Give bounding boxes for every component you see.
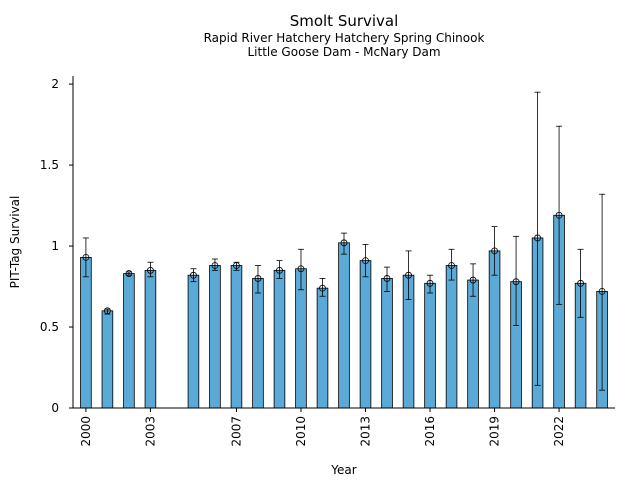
x-tick-label: 2010 xyxy=(294,416,308,447)
y-tick-label: 2 xyxy=(51,77,59,91)
y-tick-label: 0.5 xyxy=(40,320,59,334)
point-marker-2011 xyxy=(319,284,326,292)
point-marker-2007 xyxy=(233,262,240,269)
x-tick-label: 2016 xyxy=(423,416,437,447)
point-marker-2009 xyxy=(276,266,283,274)
point-marker-2022 xyxy=(555,211,563,219)
x-tick-label: 2022 xyxy=(552,416,566,447)
bar-2000 xyxy=(80,256,92,409)
y-axis-title: PIT-Tag Survival xyxy=(8,196,22,289)
bar-2013 xyxy=(359,260,372,409)
point-marker-2003 xyxy=(147,266,154,274)
point-marker-2021 xyxy=(534,234,541,242)
bar-2012 xyxy=(338,242,350,409)
point-marker-2019 xyxy=(491,247,498,255)
bar-2008 xyxy=(252,278,264,409)
bar-2003 xyxy=(144,269,157,409)
point-marker-2008 xyxy=(254,275,262,282)
point-marker-2014 xyxy=(383,275,391,282)
chart-subtitle-location: Little Goose Dam - McNary Dam xyxy=(247,45,441,59)
point-marker-2001 xyxy=(104,307,111,315)
x-tick-label: 2000 xyxy=(79,416,93,447)
bar-2005 xyxy=(187,274,200,409)
point-marker-2005 xyxy=(190,271,197,279)
bar-2014 xyxy=(381,278,393,409)
bar-2011 xyxy=(316,287,329,409)
bar-2006 xyxy=(209,265,221,409)
y-tick-label: 0 xyxy=(51,401,59,415)
chart-title: Smolt Survival xyxy=(289,12,399,30)
point-marker-2006 xyxy=(211,262,219,269)
bar-2017 xyxy=(445,265,458,409)
x-tick-label: 2013 xyxy=(359,416,373,447)
bar-2009 xyxy=(273,269,286,409)
chart-subtitle: Rapid River Hatchery Hatchery Spring Chi… xyxy=(203,31,485,45)
x-tick-label: 2019 xyxy=(488,416,502,447)
bar-2018 xyxy=(467,279,479,409)
point-marker-2023 xyxy=(577,279,584,287)
x-tick-label: 2007 xyxy=(229,416,243,447)
y-tick-label: 1 xyxy=(51,239,59,253)
x-axis-title: Year xyxy=(330,463,356,477)
point-marker-2024 xyxy=(598,287,606,295)
bar-2016 xyxy=(424,282,436,409)
point-marker-2010 xyxy=(297,265,305,273)
point-marker-2012 xyxy=(340,239,348,247)
point-marker-2002 xyxy=(125,270,133,277)
point-marker-2013 xyxy=(362,257,369,265)
x-tick-label: 2003 xyxy=(143,416,157,447)
bar-2007 xyxy=(230,265,243,409)
point-marker-2017 xyxy=(448,262,455,269)
point-marker-2016 xyxy=(426,279,434,287)
bar-2001 xyxy=(101,310,114,409)
point-marker-2020 xyxy=(512,278,520,286)
y-tick-label: 1.5 xyxy=(40,158,59,172)
point-marker-2015 xyxy=(405,271,412,279)
point-marker-2018 xyxy=(469,276,477,284)
bar-2002 xyxy=(123,273,135,409)
point-marker-2000 xyxy=(82,253,90,261)
